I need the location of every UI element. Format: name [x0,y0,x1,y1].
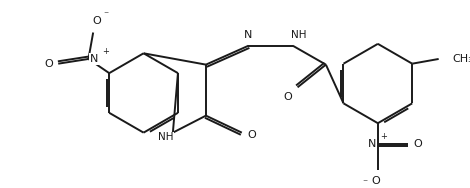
Text: O: O [372,176,380,186]
Text: +: + [102,47,109,56]
Text: N: N [244,30,253,40]
Text: ⁻: ⁻ [362,179,367,188]
Text: O: O [284,92,292,102]
Text: O: O [247,130,256,140]
Text: +: + [380,132,387,141]
Text: O: O [93,16,102,26]
Text: NH: NH [291,30,306,40]
Text: CH₃: CH₃ [452,54,470,64]
Text: O: O [413,139,422,149]
Text: O: O [44,59,53,69]
Text: ⁻: ⁻ [104,11,109,20]
Text: N: N [368,139,376,149]
Text: NH: NH [157,132,173,142]
Text: N: N [90,54,98,64]
